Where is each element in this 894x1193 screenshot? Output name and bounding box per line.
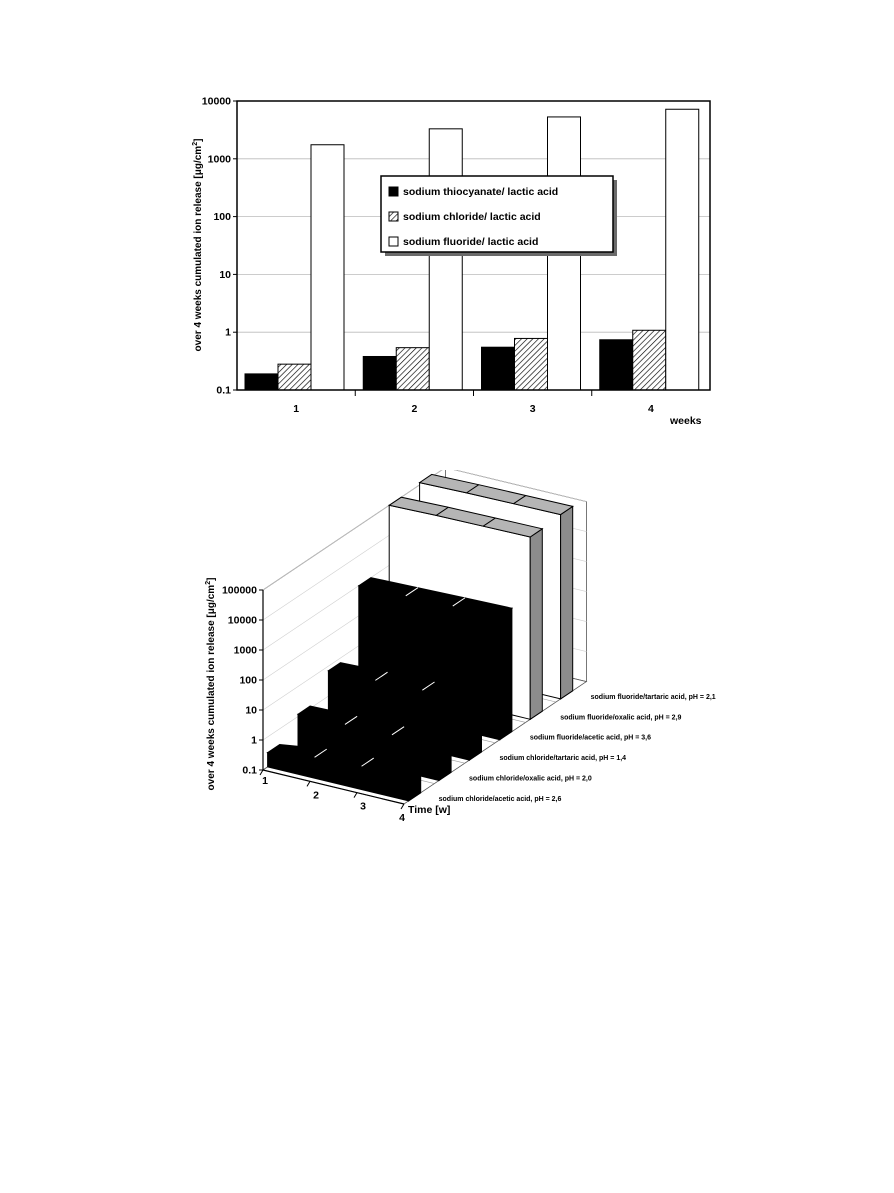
x-axis-line xyxy=(262,769,405,805)
y-tick-labels: 0.1 1 10 100 1000 10000 100000 xyxy=(222,585,263,777)
x-tick-label: 4 xyxy=(399,812,405,824)
legend-entry: sodium chloride/ lactic acid xyxy=(403,211,541,223)
y-axis-label: over 4 weeks cumulated ion release [μg/c… xyxy=(205,578,217,791)
y-tick-label: 10000 xyxy=(228,615,257,627)
y-tick-label: 100000 xyxy=(222,585,257,597)
x-tick-label: 4 xyxy=(648,403,654,415)
x-tick-label: 2 xyxy=(411,403,417,415)
bar3d-segment-line xyxy=(375,671,388,681)
legend-swatch xyxy=(388,186,399,197)
y-axis-label: over 4 weeks cumulated ion release [μg/c… xyxy=(192,139,204,352)
series-labels: sodium chloride/acetic acid, pH = 2,6 sod… xyxy=(439,694,716,803)
bar-2-week-1 xyxy=(277,363,312,391)
legend-entry: sodium thiocyanate/ lactic acid xyxy=(403,186,558,198)
series-label-2: sodium chloride/oxalic acid, pH = 2,0 xyxy=(469,775,592,782)
y-tick-labels: 0.1 1 10 100 1000 10000 xyxy=(202,96,237,397)
y-tick-label: 1 xyxy=(225,327,231,339)
bar3d-segment-line xyxy=(405,587,419,597)
bars-3d xyxy=(266,473,574,802)
x-axis-label: Time [w] xyxy=(408,804,450,816)
bar3d-side xyxy=(560,505,574,700)
series-label-5: sodium fluoride/oxalic acid, pH = 2,9 xyxy=(560,714,681,721)
y-tick-label: 10 xyxy=(245,705,257,717)
bar3d-segment-line xyxy=(422,681,435,691)
x-tick-label: 3 xyxy=(530,403,536,415)
bar-3-week-2 xyxy=(428,128,463,391)
bar3d-segment-line xyxy=(314,748,327,758)
y-tick-label: 0.1 xyxy=(216,385,231,397)
bar3d-segment-line xyxy=(466,484,479,494)
x-tick-labels: 1 2 3 4 xyxy=(293,390,654,415)
x-tick xyxy=(353,792,358,798)
bar-2-week-4 xyxy=(632,329,667,391)
x-tick xyxy=(306,781,311,787)
legend-entry: sodium fluoride/ lactic acid xyxy=(403,236,538,248)
bar3d-side xyxy=(529,527,543,721)
bar3d-top xyxy=(266,743,422,777)
bar-chart-ion-release-lactic: 0.1 1 10 100 1000 10000 1 2 3 4 weeks over 4 wee… xyxy=(192,96,711,427)
bar3d-top xyxy=(296,705,453,746)
bar-3-week-4 xyxy=(665,108,700,391)
x-tick xyxy=(259,769,264,776)
bar-1-week-1 xyxy=(244,373,279,391)
bar3d-top xyxy=(418,473,574,516)
bar3d-segment-line xyxy=(452,597,466,607)
y-tick-label: 100 xyxy=(213,211,231,223)
bar3d-segment-line xyxy=(361,757,374,767)
series-label-4: sodium fluoride/acetic acid, pH = 3,6 xyxy=(530,735,651,742)
bar3d-chart-ion-release-acids: 0.1 1 10 100 1000 10000 100000 1 2 3 4 sodium chl… xyxy=(205,470,716,824)
bar-2-week-2 xyxy=(395,347,430,391)
bar3d-top xyxy=(327,662,483,701)
x-tick-label: 2 xyxy=(313,789,319,801)
legend-swatch xyxy=(388,211,399,222)
x-axis-label: weeks xyxy=(669,415,702,427)
legend: sodium thiocyanate/ lactic acid sodium ch… xyxy=(380,175,617,256)
x-tick-labels: 1 2 3 4 xyxy=(259,769,405,824)
y-tick-label: 10 xyxy=(219,269,231,281)
y-tick-label: 1 xyxy=(251,735,257,747)
bar3d-top xyxy=(357,577,514,617)
bar-1-week-4 xyxy=(599,339,634,391)
bar3d-series-1 xyxy=(266,743,422,802)
x-tick xyxy=(400,803,405,810)
y-tick-label: 0.1 xyxy=(242,765,257,777)
x-tick-label: 1 xyxy=(293,403,299,415)
bar-1-week-3 xyxy=(481,346,515,391)
gridline xyxy=(262,470,587,591)
y-tick-label: 100 xyxy=(239,675,257,687)
bar3d-segment-line xyxy=(435,506,449,516)
x-tick-label: 3 xyxy=(360,801,366,813)
bar-2-week-3 xyxy=(514,337,548,391)
bar3d-segment-line xyxy=(391,726,405,736)
x-tick-label: 1 xyxy=(262,775,268,787)
y-tick-label: 1000 xyxy=(234,645,258,657)
series-label-6: sodium fluoride/tartaric acid, pH = 2,1 xyxy=(591,694,716,701)
bar3d-segment-line xyxy=(482,517,496,527)
bar-1-week-2 xyxy=(362,355,397,391)
bar3d-side xyxy=(468,691,482,762)
bar3d-top xyxy=(387,496,544,538)
legend-box xyxy=(380,175,614,253)
legend-swatch xyxy=(388,236,399,247)
y-tick-label: 10000 xyxy=(202,96,231,108)
y-tick-label: 1000 xyxy=(208,153,232,165)
series-label-1: sodium chloride/acetic acid, pH = 2,6 xyxy=(439,796,562,803)
series-label-3: sodium chloride/tartaric acid, pH = 1,4 xyxy=(499,755,626,762)
bar3d-side xyxy=(499,607,513,741)
bar3d-segment-line xyxy=(344,715,358,725)
bar-3-week-1 xyxy=(310,144,345,391)
bar3d-segment-line xyxy=(513,495,526,505)
